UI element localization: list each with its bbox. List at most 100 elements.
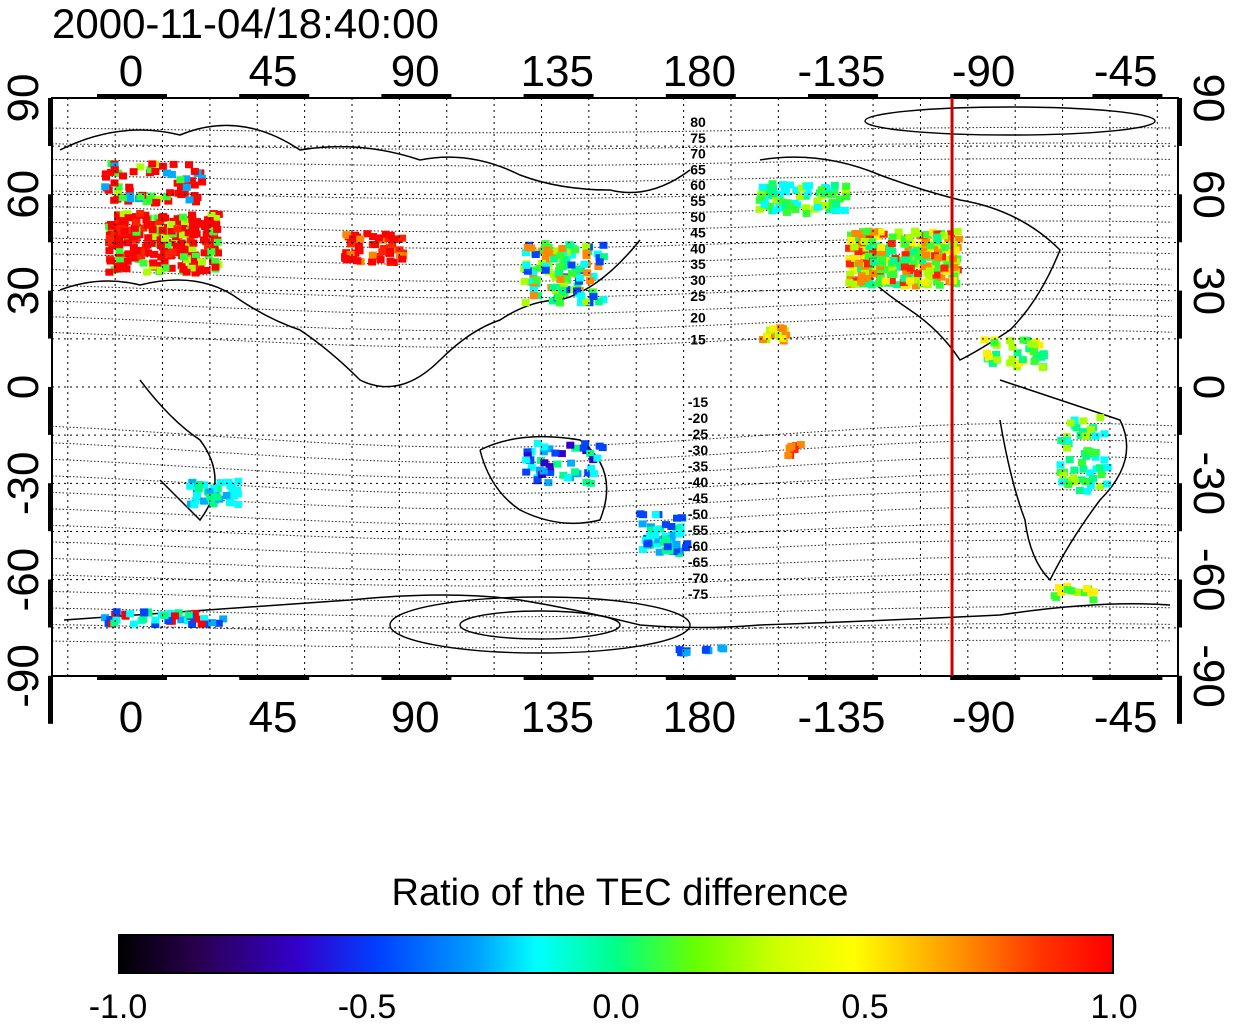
y-tick-label: -90 [1184, 644, 1233, 708]
ratio-pixel [582, 298, 591, 306]
ratio-pixel [200, 615, 209, 623]
contour-label: 50 [690, 209, 706, 225]
contour-label: -75 [688, 586, 708, 602]
ratio-pixel [209, 485, 218, 493]
ratio-pixel [583, 269, 592, 277]
ratio-pixel [571, 246, 580, 254]
ratio-pixel [105, 235, 114, 242]
ratio-pixel [663, 543, 672, 551]
ratio-pixel [136, 193, 145, 201]
ratio-pixel [157, 253, 166, 261]
ratio-pixel [868, 238, 877, 246]
y-tick-label: 90 [0, 74, 48, 123]
ratio-pixel [177, 262, 186, 270]
ratio-pixel [984, 354, 993, 362]
ratio-pixel [567, 459, 576, 467]
ratio-pixel [541, 262, 550, 270]
ratio-pixel [148, 160, 157, 168]
ratio-pixel [125, 183, 134, 191]
ratio-pixel [529, 292, 538, 300]
contour-line [51, 456, 1173, 479]
ratio-pixel [150, 239, 159, 247]
ratio-pixel [190, 501, 199, 509]
ratio-pixel [106, 257, 115, 265]
ratio-pixel [180, 245, 189, 253]
ratio-pixel [174, 232, 183, 240]
ratio-pixel [101, 614, 110, 622]
ratio-pixel [132, 218, 141, 226]
ratio-pixel [139, 224, 147, 232]
ratio-pixel [576, 299, 585, 307]
ratio-pixel [214, 210, 223, 218]
colorbar-tick: -1.0 [88, 988, 148, 1026]
ratio-pixel [1078, 459, 1086, 466]
ratio-pixel [845, 260, 854, 268]
contour-line [51, 220, 1173, 233]
ratio-pixel [841, 187, 850, 195]
ratio-pixel [1090, 449, 1099, 457]
ratio-pixel [933, 237, 942, 245]
ratio-pixel [1082, 452, 1091, 460]
ratio-pixel [527, 244, 536, 252]
ratio-pixel [184, 611, 193, 619]
ratio-pixel [1086, 469, 1095, 477]
ratio-pixel [555, 271, 564, 279]
ratio-pixel [1062, 433, 1071, 441]
ratio-pixel [557, 450, 566, 458]
ratio-pixel [594, 263, 603, 270]
ratio-pixel [149, 259, 158, 267]
ratio-pixel [582, 249, 591, 257]
ratio-pixel [845, 255, 854, 263]
ratio-pixel [212, 215, 220, 222]
ratio-pixel [176, 176, 185, 184]
ratio-pixel [114, 190, 122, 198]
ratio-pixel [535, 264, 544, 272]
ratio-pixel [850, 243, 859, 251]
ratio-pixel [234, 477, 243, 485]
x-tick-label: 45 [249, 693, 298, 742]
frame-tick [1177, 483, 1182, 532]
ratio-pixel [102, 173, 110, 181]
ratio-pixel [887, 277, 896, 285]
ratio-pixel [188, 215, 197, 223]
ratio-pixel [911, 282, 920, 290]
ratio-pixel [599, 253, 608, 261]
ratio-pixel [851, 280, 860, 288]
colorbar-tick: 1.0 [1090, 988, 1138, 1026]
ratio-pixel [125, 187, 134, 195]
x-tick-label: -90 [952, 693, 1016, 742]
ratio-pixel [201, 223, 210, 230]
ratio-pixel [160, 248, 169, 255]
ratio-pixel [187, 177, 196, 185]
ratio-pixel [887, 240, 896, 247]
ratio-pixel [169, 160, 178, 168]
ratio-pixel [160, 612, 169, 620]
ratio-pixel [905, 234, 914, 242]
ratio-pixel [763, 332, 771, 340]
ratio-pixel [386, 249, 395, 257]
ratio-pixel [202, 230, 211, 238]
ratio-pixel [173, 215, 182, 223]
ratio-pixel [590, 470, 598, 478]
ratio-pixel [545, 463, 554, 471]
ratio-pixel [661, 547, 670, 555]
ratio-pixel [717, 644, 726, 652]
ratio-pixel [137, 252, 146, 260]
ratio-pixel [904, 246, 913, 254]
ratio-pixel [234, 501, 243, 508]
ratio-pixel [105, 239, 113, 247]
ratio-pixel [992, 350, 1001, 358]
ratio-pixel [651, 531, 660, 539]
frame-tick [1177, 98, 1182, 146]
ratio-pixel [523, 448, 532, 456]
frame-tick [1177, 194, 1182, 243]
ratio-pixel [662, 536, 671, 544]
frame-tick [523, 675, 594, 680]
ratio-pixel [122, 265, 131, 273]
ratio-pixel [832, 200, 841, 208]
contour-label: -45 [688, 490, 708, 506]
ratio-pixel [1072, 424, 1081, 432]
ratio-pixel [951, 246, 960, 254]
ratio-pixel [802, 204, 811, 212]
ratio-pixel [179, 265, 188, 273]
